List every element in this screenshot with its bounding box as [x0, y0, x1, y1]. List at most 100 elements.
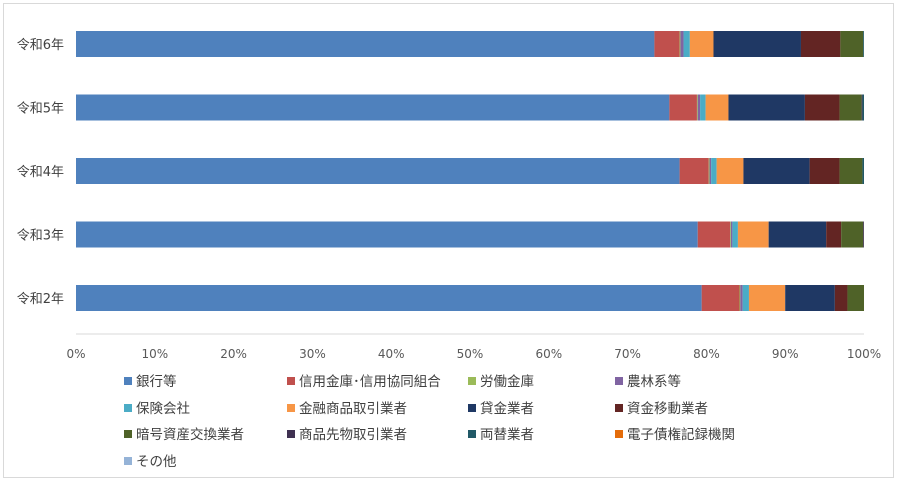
x-tick-label: 70% [614, 347, 641, 361]
bar-segment [669, 94, 697, 121]
bar-segment [862, 158, 864, 184]
bar-segment [654, 31, 680, 57]
legend-item: 両替業者 [468, 427, 534, 443]
bar-segment [839, 94, 862, 121]
legend-swatch [287, 377, 295, 385]
legend-item: 商品先物取引業者 [287, 427, 407, 443]
bar-segment [697, 94, 701, 121]
legend-swatch [615, 430, 623, 438]
bar-segment [839, 158, 863, 184]
legend-swatch [124, 456, 132, 465]
bar-segment [76, 94, 670, 121]
legend-label: 労働金庫 [480, 374, 534, 390]
legend-item: 労働金庫 [468, 374, 534, 390]
bar-segment [847, 285, 864, 311]
legend-swatch [615, 377, 623, 385]
bar-segment [826, 221, 842, 248]
bar-segment [743, 158, 810, 184]
legend-item: 資金移動業者 [615, 401, 708, 417]
bar-segment [739, 285, 741, 311]
bar-segment [705, 94, 729, 121]
legend-item: 銀行等 [124, 374, 177, 390]
bar-segment [785, 285, 835, 311]
legend-label: 暗号資産交換業者 [136, 427, 244, 443]
legend-label: 農林系等 [627, 374, 681, 390]
legend-swatch [124, 430, 132, 438]
category-label: 令和6年 [17, 38, 64, 53]
x-tick-label: 80% [693, 347, 720, 361]
category-label: 令和2年 [17, 292, 64, 307]
bar-segment [696, 94, 698, 121]
legend-label: 銀行等 [136, 374, 177, 390]
bar-segment [834, 285, 848, 311]
bar-segment [701, 285, 740, 311]
bar-segment [862, 94, 864, 121]
bar-segment [700, 94, 706, 121]
legend-item: 金融商品取引業者 [287, 401, 407, 417]
x-tick-label: 20% [220, 347, 247, 361]
legend-item: 保険会社 [124, 401, 190, 417]
bar-segment [711, 158, 717, 184]
bar-segment [732, 221, 738, 248]
legend-swatch [468, 377, 476, 385]
bar-segment [863, 221, 864, 248]
bar-segment [841, 221, 864, 248]
x-tick-label: 100% [847, 347, 881, 361]
bar-segment [804, 94, 840, 121]
x-tick-label: 40% [378, 347, 405, 361]
bar-segment [680, 31, 684, 57]
legend-item: 農林系等 [615, 374, 681, 390]
bar-segment [716, 158, 744, 184]
category-label: 令和5年 [17, 102, 64, 117]
bar-segment [742, 285, 749, 311]
bar-segment [728, 94, 805, 121]
bar-segment [737, 221, 769, 248]
bar-segment [809, 158, 840, 184]
bar-segment [713, 31, 801, 57]
legend-item: 暗号資産交換業者 [124, 427, 244, 443]
bar-segment [800, 31, 841, 57]
legend-swatch [468, 403, 476, 412]
bar-segment [740, 285, 743, 311]
bar-segment [683, 31, 690, 57]
legend-item: 信用金庫･信用協同組合 [287, 374, 441, 390]
legend-swatch [287, 430, 295, 438]
legend-swatch [615, 403, 623, 412]
legend-item: 電子債権記録機関 [615, 427, 735, 443]
bar-segment [768, 221, 827, 248]
bar-segment [730, 221, 731, 248]
bar-segment [76, 285, 702, 311]
bar-segment [679, 158, 709, 184]
bar-segment [840, 31, 864, 57]
x-tick-label: 50% [457, 347, 484, 361]
stacked-bar-chart: 0% 10% 20% 30% 40% 50% 60% 70% 80% 90% 100% 令和6年令和5… [17, 31, 881, 361]
bar-segment [861, 94, 863, 121]
bar-segment [76, 31, 655, 57]
x-tick-label: 90% [772, 347, 799, 361]
legend-label: 電子債権記録機関 [627, 427, 735, 443]
category-label: 令和3年 [17, 229, 64, 244]
legend-label: 両替業者 [480, 427, 534, 443]
x-tick-label: 60% [535, 347, 562, 361]
bar-segment [748, 285, 786, 311]
bar-segment [689, 31, 714, 57]
x-tick-label: 30% [299, 347, 326, 361]
bar-segment [76, 221, 698, 248]
legend-swatch [124, 377, 132, 385]
legend-label: 信用金庫･信用協同組合 [299, 374, 441, 390]
bar-segment [730, 221, 733, 248]
bar-segment [863, 31, 864, 57]
legend-label: 貸金業者 [480, 400, 534, 417]
category-label: 令和4年 [17, 165, 64, 180]
legend-label: その他 [136, 453, 177, 470]
legend-label: 資金移動業者 [627, 400, 708, 417]
legend-swatch [287, 403, 295, 412]
x-tick-label: 10% [141, 347, 168, 361]
x-tick-label: 0% [66, 347, 85, 361]
chart-frame: 0% 10% 20% 30% 40% 50% 60% 70% 80% 90% 100% 令和6年令和5… [3, 3, 894, 478]
legend-item: その他 [124, 454, 177, 470]
legend-label: 商品先物取引業者 [299, 427, 407, 443]
legend-item: 貸金業者 [468, 401, 534, 417]
legend-label: 保険会社 [136, 400, 190, 417]
bar-segment [679, 31, 681, 57]
